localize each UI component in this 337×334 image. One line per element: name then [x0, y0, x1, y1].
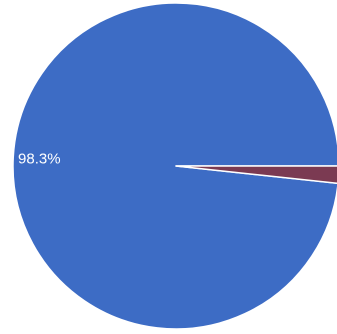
pie-slice-1	[175, 165, 337, 185]
pie-slice-0	[12, 2, 337, 330]
pie-labels: 98.3%	[18, 151, 61, 168]
pie-slice-label-0: 98.3%	[18, 151, 61, 168]
pie-slices	[12, 2, 337, 330]
